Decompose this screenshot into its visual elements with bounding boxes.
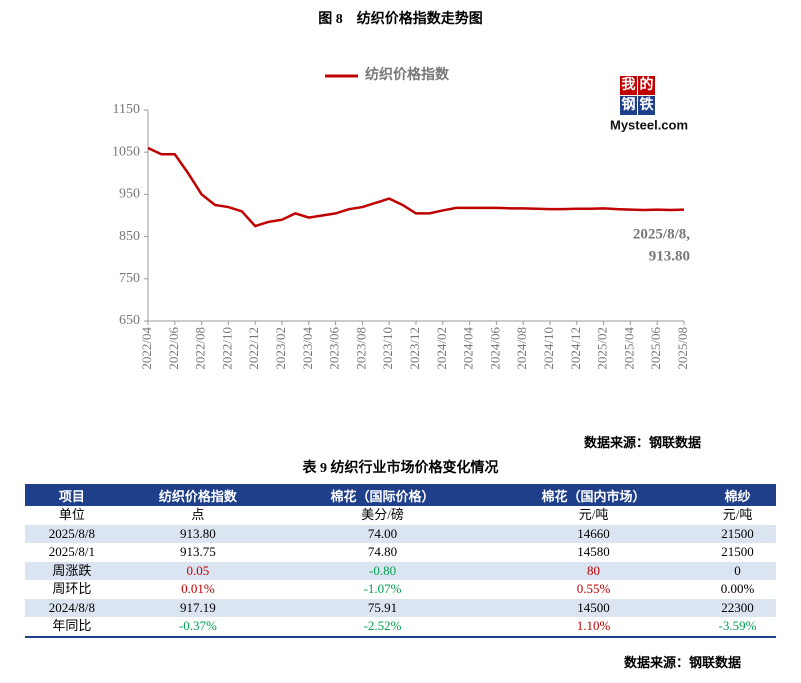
logo-char: 铁 — [640, 96, 654, 113]
x-tick-label: 2022/06 — [166, 327, 181, 370]
x-tick-label: 2024/04 — [461, 327, 476, 370]
table-row: 2024/8/8 917.19 75.91 14500 22300 — [25, 598, 776, 617]
table-cell: 21500 — [721, 544, 754, 560]
header-cell: 棉花（国际价格） — [277, 484, 489, 506]
table-cell: 美分/磅 — [361, 507, 404, 523]
line — [147, 146, 685, 228]
header-cell: 棉花（国内市场） — [488, 484, 700, 506]
figure-title: 图 8 纺织价格指数走势图 — [318, 12, 483, 27]
table-cell: 22300 — [699, 598, 776, 617]
y-tick-label: 950 — [119, 187, 140, 202]
table-cell: 913.75 — [180, 544, 216, 560]
annotation: 2025/8/8, — [633, 226, 690, 242]
x-tick-label: 2023/08 — [353, 327, 368, 370]
table-cell: 0.01% — [181, 581, 215, 597]
table-cell: 74.80 — [367, 544, 398, 560]
table-cell: -0.37% — [178, 618, 217, 634]
x-tick-label: 2024/02 — [434, 327, 449, 370]
logo-box — [620, 76, 637, 95]
table: 项目 纺织价格指数 棉花（国际价格） 棉花（国内市场） 棉纱 单位点美分/磅 元/吨 元/吨 2… — [25, 484, 776, 638]
table-cell: 0 — [699, 561, 776, 580]
x-tick-label: 2025/06 — [648, 327, 663, 370]
y-tick-label: 850 — [119, 229, 140, 244]
logo-box — [638, 96, 655, 115]
table-row: 2025/8/1 913.75 74.80 14580 21500 — [25, 543, 776, 562]
x-tick-label: 2023/12 — [407, 327, 422, 370]
table-cell: 75.91 — [277, 598, 489, 617]
table-cell: 14660 — [488, 524, 700, 543]
table-cell: 年同比 — [52, 618, 92, 634]
table-source: 数据来源：钢联数据 — [623, 655, 741, 670]
table-row: 2025/8/8 913.80 74.00 14660 21500 — [25, 524, 776, 543]
table-cell: 80 — [488, 561, 700, 580]
table-cell: 周涨跌 — [25, 561, 119, 580]
chart: 650 750 850 950 1050 1150 2022/04 2022/06 2022/0… — [112, 66, 690, 370]
table-cell: 2024/8/8 — [25, 598, 119, 617]
table-row: 单位 点 美分/磅 元/吨 元/吨 — [25, 506, 776, 525]
source: 数据来源：钢联数据 — [583, 435, 701, 450]
table-cell: 74.00 — [277, 524, 489, 543]
header-cell: 棉纱 — [699, 484, 776, 506]
x-tick-label: 2025/08 — [675, 327, 690, 370]
x-tick-label: 2025/04 — [621, 327, 636, 370]
x-tick-label: 2022/12 — [246, 327, 261, 370]
x-tick-label: 2025/02 — [595, 327, 610, 370]
x-tick-label: 2024/10 — [541, 327, 556, 370]
table-cell: 单位 — [58, 507, 85, 523]
x-tick-label: 2022/08 — [193, 327, 208, 370]
x-tick-label: 2023/06 — [327, 327, 342, 370]
header-cell: 纺织价格指数 — [118, 484, 278, 506]
x-tick-label: 2022/04 — [139, 327, 154, 370]
header-cell: 项目 — [25, 484, 119, 506]
table-row: 年同比 -0.37% -2.52% 1.10% -3.59% — [25, 617, 776, 637]
legend-label: 纺织价格指数 — [365, 66, 450, 83]
logo-char: 的 — [640, 76, 654, 93]
x-tick-label: 2024/12 — [568, 327, 583, 370]
table-cell: 0.00% — [720, 581, 755, 597]
x-tick-label: 2024/06 — [487, 327, 502, 370]
table-cell: -0.80 — [277, 561, 489, 580]
x-tick-label: 2022/10 — [219, 327, 234, 370]
table-cell: 917.19 — [118, 598, 278, 617]
logo-char: 我 — [622, 77, 636, 93]
y-tick-label: 1050 — [112, 144, 140, 159]
table-cell: 14580 — [577, 544, 610, 560]
table-row: 周环比 0.01% -1.07% 0.55% 0.00% — [25, 580, 776, 599]
table-cell: 14500 — [488, 598, 700, 617]
logo-box — [638, 76, 655, 95]
y-tick-label: 650 — [119, 313, 140, 328]
table-cell: 周环比 — [52, 581, 92, 597]
table-cell: 2025/8/1 — [48, 544, 95, 560]
logo-box — [620, 96, 637, 115]
y-tick-label: 750 — [119, 271, 140, 286]
table-cell: -2.52% — [363, 618, 402, 634]
logo-text: Mysteel.com — [610, 117, 688, 132]
x-tick-label: 2024/08 — [514, 327, 529, 370]
table-cell: 点 — [191, 507, 205, 523]
table-cell: 913.80 — [118, 524, 278, 543]
table-cell: 元/吨 — [578, 507, 609, 523]
annotation: 913.80 — [649, 248, 690, 264]
table-cell: 0.55% — [576, 581, 611, 597]
x-tick-label: 2023/02 — [273, 327, 288, 370]
table-cell: -3.59% — [718, 618, 757, 634]
table-cell: 21500 — [699, 524, 776, 543]
table-cell: -1.07% — [363, 581, 402, 597]
table-cell: 1.10% — [576, 618, 611, 634]
table-cell: 0.05 — [118, 561, 278, 580]
table-title: 表 9 纺织行业市场价格变化情况 — [302, 461, 499, 476]
logo-char: 钢 — [622, 96, 636, 113]
header-row: 项目 纺织价格指数 棉花（国际价格） 棉花（国内市场） 棉纱 — [25, 484, 776, 506]
table-cell: 2025/8/8 — [25, 524, 119, 543]
y-tick-label: 1150 — [113, 102, 140, 117]
x-tick-label: 2023/04 — [300, 327, 315, 370]
x-tick-label: 2023/10 — [380, 327, 395, 370]
table-cell: 元/吨 — [722, 507, 753, 523]
table-row: 周涨跌 0.05 -0.80 80 0 — [25, 561, 776, 580]
